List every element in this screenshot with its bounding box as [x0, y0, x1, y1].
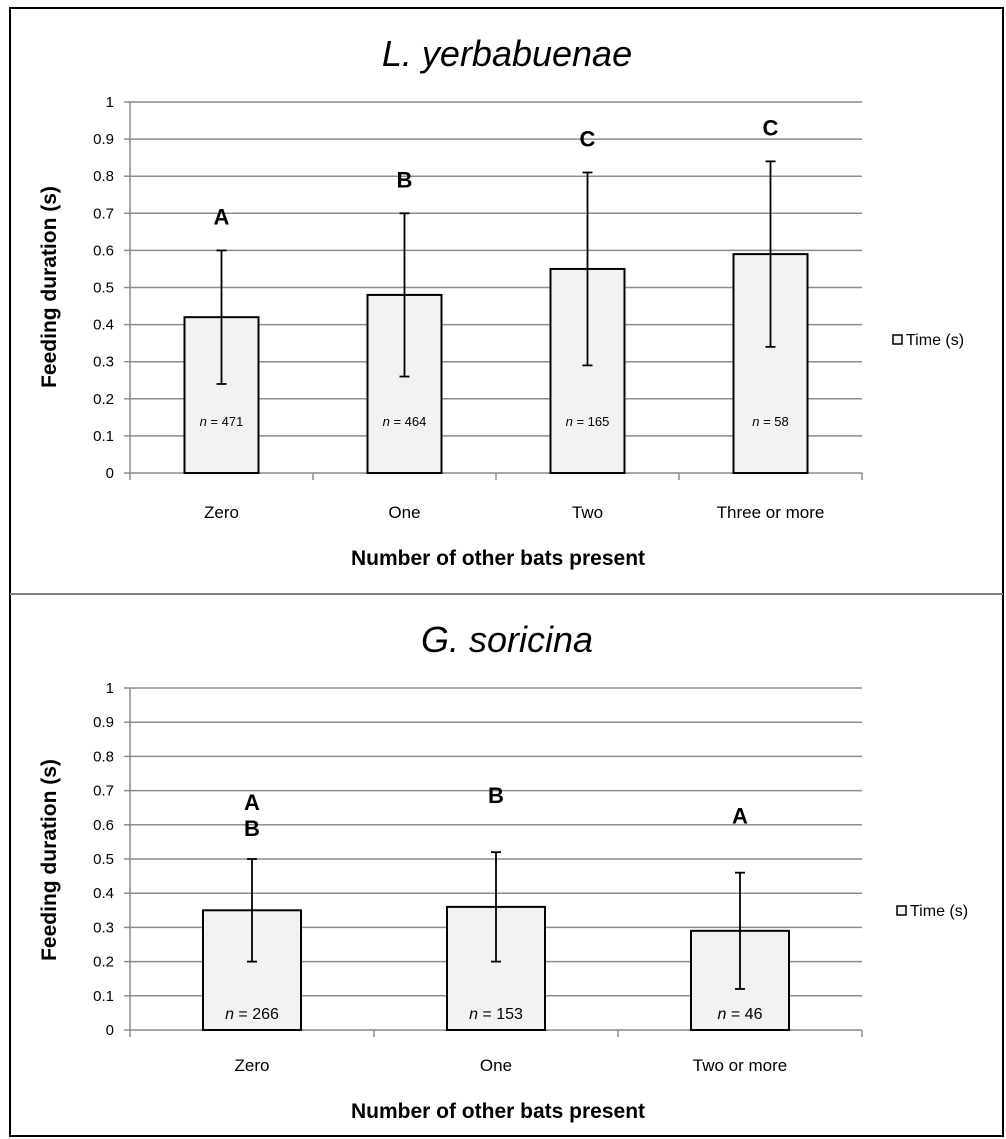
- legend: Time (s): [896, 903, 968, 920]
- significance-letter: C: [580, 126, 596, 151]
- x-tick-label: One: [480, 1056, 512, 1075]
- y-tick-label: 1: [106, 680, 114, 697]
- sample-size-value: = 46: [726, 1006, 762, 1023]
- chart-title: G. soricina: [421, 619, 593, 660]
- y-tick-label: 0.2: [93, 391, 114, 408]
- y-tick-label: 0.7: [93, 783, 114, 800]
- legend-swatch: [892, 334, 903, 345]
- y-tick-label: 0.1: [93, 428, 114, 445]
- y-tick-label: 0.3: [93, 919, 114, 936]
- sample-size-prefix: n: [225, 1006, 234, 1023]
- sample-size-label: n = 153: [469, 1006, 523, 1023]
- chart-panel-l-yerbabuenae: L. yerbabuenae 0 0.1 0.2 0.3 0.4 0.5 0.6 0.7 0.8…: [38, 33, 964, 570]
- significance-letter: A: [732, 804, 748, 829]
- x-tick-label: Zero: [235, 1056, 270, 1075]
- sample-size-label: n = 266: [225, 1006, 279, 1023]
- legend: Time (s): [892, 332, 964, 349]
- legend-label: Time (s): [910, 903, 968, 920]
- bar: [183, 316, 260, 474]
- y-axis-title: Feeding duration (s): [38, 186, 61, 388]
- significance-letter: B: [397, 167, 413, 192]
- sample-size-value: = 165: [573, 414, 610, 429]
- y-tick-label: 0.6: [93, 242, 114, 259]
- y-tick-label: 0.4: [93, 885, 114, 902]
- y-tick-label: 0.9: [93, 714, 114, 731]
- y-tick-label: 0.9: [93, 131, 114, 148]
- y-axis-title: Feeding duration (s): [38, 759, 61, 961]
- significance-letter: C: [763, 115, 779, 140]
- sample-size-value: = 58: [759, 414, 788, 429]
- significance-letter: A: [244, 790, 260, 815]
- x-axis-title: Number of other bats present: [351, 547, 645, 570]
- y-tick-label: 0.5: [93, 851, 114, 868]
- y-tick-label: 0.3: [93, 354, 114, 371]
- significance-letter: B: [244, 816, 260, 841]
- y-tick-label: 0.1: [93, 988, 114, 1005]
- chart-panel-g-soricina: G. soricina 0 0.1 0.2 0.3 0.4 0.5 0.6 0.7 0.8 0.9…: [38, 619, 968, 1123]
- x-tick-label: Two: [572, 503, 603, 522]
- y-tick-label: 0.8: [93, 168, 114, 185]
- sample-size-prefix: n: [383, 414, 390, 429]
- x-tick-label: Three or more: [717, 503, 825, 522]
- sample-size-value: = 464: [390, 414, 427, 429]
- legend-swatch: [896, 905, 907, 916]
- x-tick-label: One: [388, 503, 420, 522]
- y-tick-label: 0.8: [93, 748, 114, 765]
- sample-size-label: n = 464: [383, 414, 427, 429]
- legend-label: Time (s): [906, 332, 964, 349]
- sample-size-label: n = 165: [566, 414, 610, 429]
- sample-size-prefix: n: [752, 414, 759, 429]
- significance-letter: A: [214, 204, 230, 229]
- y-tick-label: 0.7: [93, 205, 114, 222]
- x-axis-title: Number of other bats present: [351, 1100, 645, 1123]
- x-tick-label: Zero: [204, 503, 239, 522]
- sample-size-prefix: n: [718, 1006, 727, 1023]
- x-tick-label: Two or more: [693, 1056, 787, 1075]
- significance-letter: B: [488, 783, 504, 808]
- sample-size-label: n = 58: [752, 414, 789, 429]
- y-tick-label: 0: [106, 1022, 114, 1039]
- chart-title: L. yerbabuenae: [382, 33, 632, 74]
- y-tick-label: 0.6: [93, 817, 114, 834]
- sample-size-value: = 471: [207, 414, 244, 429]
- sample-size-prefix: n: [469, 1006, 478, 1023]
- sample-size-label: n = 46: [718, 1006, 763, 1023]
- y-tick-label: 0.5: [93, 280, 114, 297]
- sample-size-value: = 266: [234, 1006, 279, 1023]
- sample-size-prefix: n: [200, 414, 207, 429]
- sample-size-label: n = 471: [200, 414, 244, 429]
- y-tick-label: 1: [106, 94, 114, 111]
- sample-size-value: = 153: [478, 1006, 523, 1023]
- y-tick-label: 0.2: [93, 954, 114, 971]
- sample-size-prefix: n: [566, 414, 573, 429]
- y-tick-label: 0: [106, 465, 114, 482]
- y-tick-label: 0.4: [93, 317, 114, 334]
